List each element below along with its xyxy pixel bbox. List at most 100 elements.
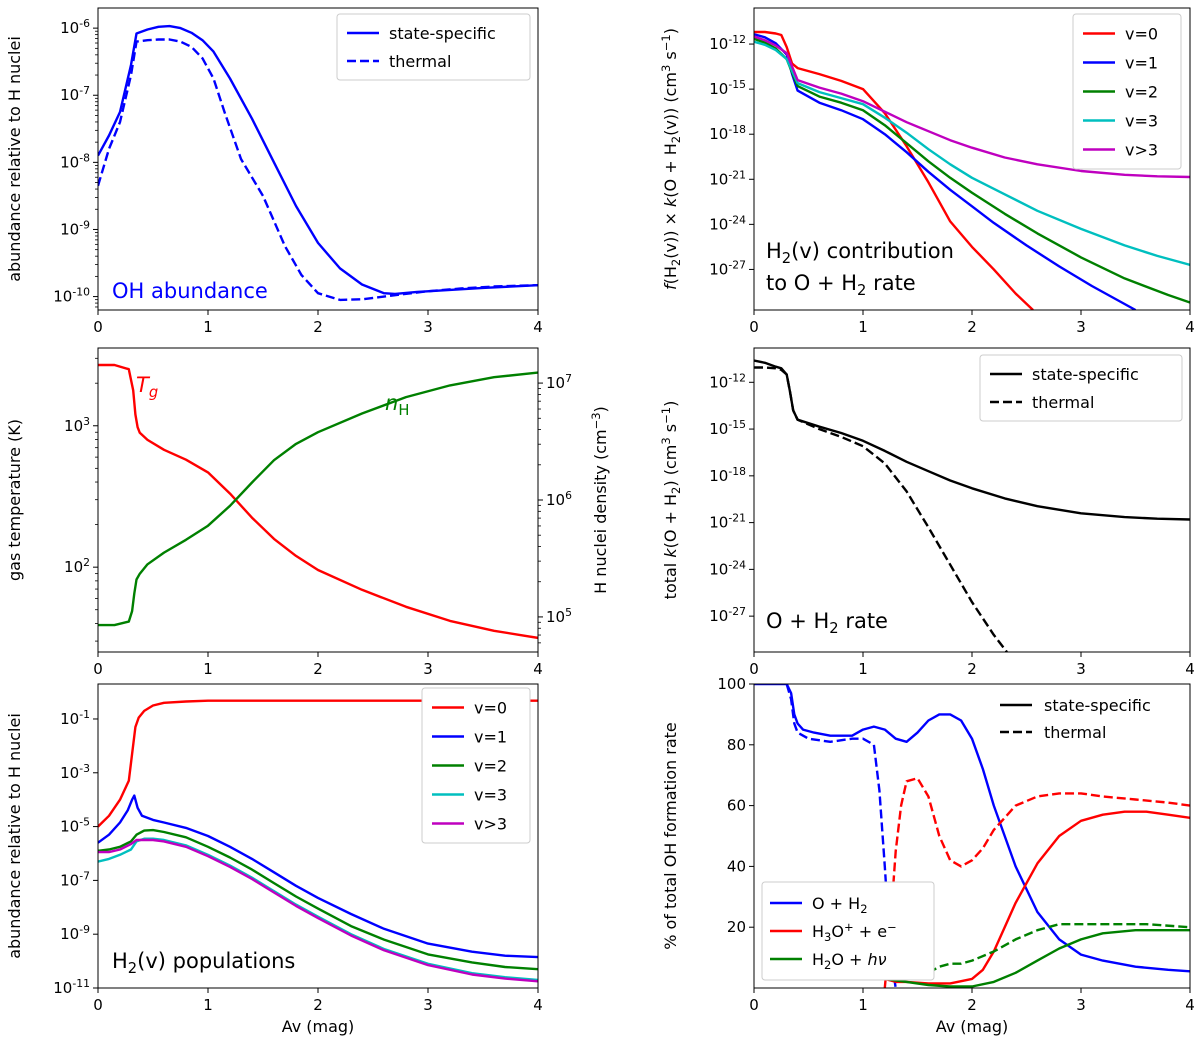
legend-box	[1072, 13, 1182, 170]
x-tick-label: 4	[1185, 660, 1195, 678]
chart-gas-temperature-density: 0 1 2 3 4 102​ 103​ 105​ 106​ 107​ gas temperature…	[5, 347, 610, 678]
y-tick-label: 10-15​	[709, 78, 746, 98]
legend-label: v=2	[1125, 83, 1158, 102]
x-tick-label: 1	[858, 318, 868, 336]
x-tick-label: 0	[93, 996, 103, 1014]
annotation-line1: H2(v) contribution	[766, 239, 954, 267]
series-line-thermal	[98, 38, 538, 302]
x-tick-label: 1	[203, 996, 213, 1014]
y-tick-label: 10-10​	[53, 286, 90, 306]
y-tick-label: 10-21​	[709, 512, 746, 532]
legend-label: v=1	[474, 728, 507, 747]
legend-label: state-specific	[1032, 365, 1139, 384]
y-tick-label: 10-24​	[709, 213, 746, 233]
series-line-h2o-h-state-specific-	[862, 929, 1190, 988]
y-tick-label: 102​	[64, 556, 90, 576]
legend-label: v=3	[1125, 112, 1158, 131]
x-tick-label: 2	[967, 996, 977, 1014]
annotation-tg: Tg	[136, 373, 158, 401]
x-tick-label: 3	[1076, 318, 1086, 336]
legend-label: v=2	[474, 757, 507, 776]
x-tick-label: 4	[1185, 996, 1195, 1014]
x-axis-label: Av (mag)	[282, 1017, 355, 1036]
legend-label: state-specific	[389, 24, 496, 43]
y-tick-label: 40	[727, 857, 746, 875]
y-axis-label: gas temperature (K)	[5, 419, 24, 581]
legend-label: O + H2	[812, 894, 868, 916]
x-tick-label: 3	[423, 996, 433, 1014]
y-tick-label: 10-18​	[709, 465, 746, 485]
series-line-h2o-h-thermal-	[927, 923, 1190, 974]
y-tick-label: 10-3​	[60, 762, 90, 782]
plot-frame	[97, 347, 539, 653]
x-tick-label: 2	[313, 996, 323, 1014]
x-tick-label: 1	[858, 996, 868, 1014]
y-axis-label: abundance relative to H nuclei	[5, 713, 24, 959]
y-axis-label: abundance relative to H nuclei	[5, 36, 24, 282]
annotation-rate: O + H2 rate	[766, 609, 888, 637]
x-tick-label: 0	[749, 996, 759, 1014]
x-tick-label: 3	[1076, 660, 1086, 678]
y-tick-label: 20	[727, 918, 746, 936]
y-tick-label: 10-6​	[60, 17, 90, 37]
y-tick-label: 10-24​	[709, 558, 746, 578]
legend-label: v=0	[474, 699, 507, 718]
y-axis-label: % of total OH formation rate	[661, 722, 680, 950]
plot-frame	[753, 683, 1191, 989]
plot-frame	[97, 7, 539, 311]
x-tick-label: 4	[533, 660, 543, 678]
x-tick-label: 2	[967, 660, 977, 678]
y2-tick-label: 107​	[546, 372, 572, 392]
x-tick-label: 4	[533, 996, 543, 1014]
legend-box	[336, 13, 531, 81]
y-tick-label: 80	[727, 736, 746, 754]
legend-label: thermal	[1032, 393, 1094, 412]
x-tick-label: 0	[749, 318, 759, 336]
x-tick-label: 1	[858, 660, 868, 678]
x-tick-label: 4	[533, 318, 543, 336]
y-axis-label-rich: f(H2(v)) × k(O + H2(v)) (cm3 s−1)	[659, 28, 683, 290]
legend-label: v>3	[474, 815, 507, 834]
y-tick-label: 10-27​	[709, 605, 746, 625]
x-tick-label: 0	[93, 318, 103, 336]
x-tick-label: 4	[1185, 318, 1195, 336]
y-tick-label: 10-27​	[709, 258, 746, 278]
y-axis-label-rich: total k(O + H2) (cm3 s−1)	[659, 401, 683, 600]
series-line-v-3	[98, 838, 538, 983]
series-line-t-g	[98, 363, 538, 640]
annotation-nh: nH	[385, 391, 409, 419]
legend-label: H2O + hν	[812, 950, 887, 972]
series-line-v-2	[98, 828, 538, 971]
series-line-h3o-e-thermal-	[883, 777, 1190, 988]
legend-box	[421, 687, 531, 844]
y-tick-label: 10-7​	[60, 869, 90, 889]
series-line-v-0	[754, 30, 1034, 310]
series-line-v-3	[754, 35, 1190, 179]
legend-label: state-specific	[1044, 696, 1151, 715]
chart-h2v-contribution: 0 1 2 3 4 10-12​ 10-15​ 10-18​ 10-21​ 10-24​ 10-27…	[659, 7, 1195, 336]
series-line-v-3	[754, 40, 1190, 267]
legend-label: v=0	[1125, 25, 1158, 44]
legend-label: v=3	[474, 786, 507, 805]
legend-process	[761, 881, 935, 981]
x-tick-label: 0	[93, 660, 103, 678]
y-tick-label: 10-8​	[60, 151, 90, 171]
plot-frame	[753, 7, 1191, 311]
series-line-o-h2-state-specific-	[754, 684, 1190, 973]
annotation-populations: H2(v) populations	[112, 949, 295, 977]
legend-label: thermal	[389, 52, 451, 71]
y-tick-label: 103​	[64, 415, 90, 435]
x-tick-label: 3	[423, 318, 433, 336]
x-tick-label: 1	[203, 318, 213, 336]
y-tick-label: 10-7​	[60, 84, 90, 104]
chart-h2v-populations: 0 1 2 3 4 10-1​ 10-3​ 10-5​ 10-7​ 10-9​ 10-11​ abun…	[5, 683, 543, 1036]
y-tick-label: 10-15​	[709, 418, 746, 438]
series-line-n-h	[98, 371, 538, 627]
x-tick-label: 3	[423, 660, 433, 678]
y-tick-label: 10-18​	[709, 123, 746, 143]
chart-oh-formation: 0 1 2 3 4 20 40 60 80 100 % of total OH formation …	[661, 675, 1195, 1036]
y-tick-label: 10-21​	[709, 168, 746, 188]
x-tick-label: 1	[203, 660, 213, 678]
y2-tick-label: 106​	[546, 489, 572, 509]
